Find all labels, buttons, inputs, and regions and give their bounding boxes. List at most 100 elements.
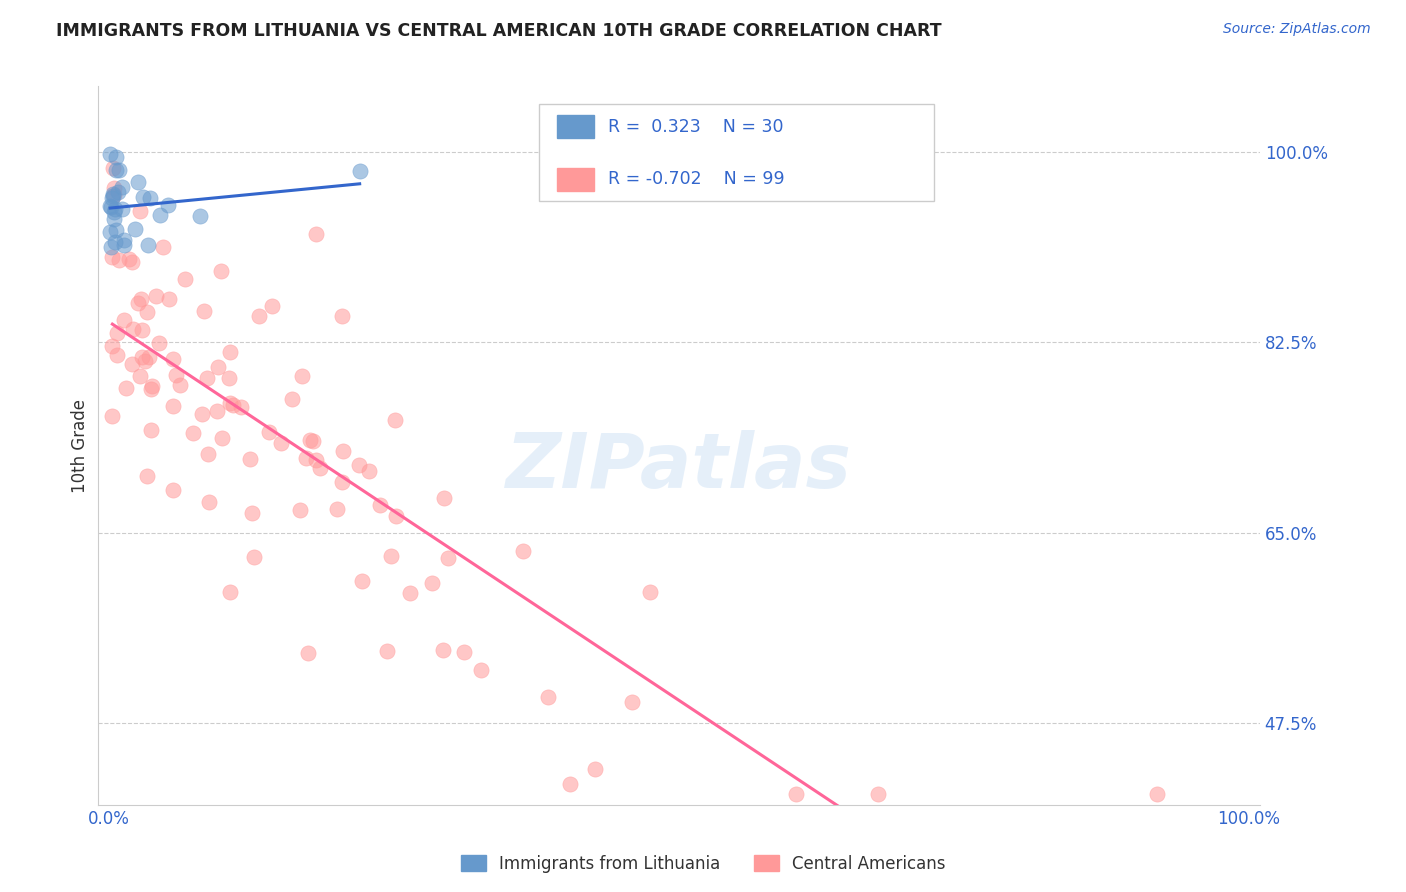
Point [377, 643, 399, 657]
Point [157, 292, 180, 306]
Point [162, 483, 184, 497]
Point [101, 250, 124, 264]
Point [219, 396, 242, 410]
Point [638, 584, 661, 599]
Point [136, 238, 159, 252]
Text: Source: ZipAtlas.com: Source: ZipAtlas.com [1223, 22, 1371, 37]
Point [198, 495, 221, 509]
Point [558, 776, 581, 790]
Point [101, 186, 124, 201]
Point [104, 163, 127, 178]
Point [302, 434, 325, 448]
Point [242, 506, 264, 520]
Point [98, 199, 121, 213]
Point [288, 503, 311, 517]
Point [385, 508, 408, 523]
Point [131, 323, 153, 337]
Point [149, 208, 172, 222]
Point [101, 161, 124, 175]
Point [330, 475, 353, 490]
Point [432, 643, 454, 657]
Point [100, 240, 122, 254]
Point [247, 310, 270, 324]
Point [433, 491, 456, 505]
Point [103, 204, 125, 219]
Point [384, 413, 406, 427]
Point [583, 763, 606, 777]
Point [157, 197, 180, 211]
Text: R =  0.323    N = 30: R = 0.323 N = 30 [607, 118, 783, 136]
Point [148, 335, 170, 350]
Point [98, 146, 121, 161]
Point [132, 190, 155, 204]
Point [131, 350, 153, 364]
Point [453, 645, 475, 659]
Point [121, 357, 143, 371]
Point [115, 381, 138, 395]
Point [195, 371, 218, 385]
Point [291, 369, 314, 384]
Point [124, 221, 146, 235]
Point [121, 322, 143, 336]
Point [243, 550, 266, 565]
Point [101, 188, 124, 202]
Point [103, 181, 125, 195]
Point [868, 787, 890, 801]
Point [207, 403, 229, 417]
Point [191, 408, 214, 422]
Point [139, 191, 162, 205]
Text: ZIPatlas: ZIPatlas [506, 430, 852, 504]
Point [207, 360, 229, 375]
Point [105, 348, 128, 362]
Point [347, 458, 370, 472]
Point [297, 646, 319, 660]
Point [218, 585, 240, 599]
Point [239, 451, 262, 466]
Point [349, 163, 371, 178]
Point [127, 175, 149, 189]
Point [162, 400, 184, 414]
Point [257, 425, 280, 440]
Point [104, 235, 127, 249]
Point [231, 401, 253, 415]
Point [121, 254, 143, 268]
Point [129, 368, 152, 383]
Point [101, 191, 124, 205]
Text: IMMIGRANTS FROM LITHUANIA VS CENTRAL AMERICAN 10TH GRADE CORRELATION CHART: IMMIGRANTS FROM LITHUANIA VS CENTRAL AME… [56, 22, 942, 40]
Point [118, 252, 141, 266]
Point [436, 550, 458, 565]
Point [357, 464, 380, 478]
Point [218, 371, 240, 385]
Point [295, 450, 318, 465]
Point [141, 379, 163, 393]
Point [98, 225, 121, 239]
Point [470, 663, 492, 677]
Point [162, 351, 184, 366]
Point [114, 233, 136, 247]
Point [107, 185, 129, 199]
Point [222, 399, 245, 413]
Point [380, 549, 402, 563]
Point [281, 392, 304, 406]
Point [420, 576, 443, 591]
Point [135, 469, 157, 483]
Point [134, 354, 156, 368]
Point [128, 204, 150, 219]
Point [298, 433, 321, 447]
Text: R = -0.702    N = 99: R = -0.702 N = 99 [607, 170, 785, 188]
Point [193, 303, 215, 318]
Point [785, 787, 807, 801]
Point [112, 312, 135, 326]
Point [332, 444, 354, 458]
Point [105, 326, 128, 340]
Point [537, 690, 560, 705]
Point [512, 543, 534, 558]
Point [305, 227, 328, 242]
Point [173, 271, 195, 285]
Point [129, 292, 152, 306]
Point [100, 200, 122, 214]
Point [332, 309, 354, 323]
Point [138, 350, 160, 364]
Point [101, 409, 124, 423]
Point [108, 253, 131, 268]
